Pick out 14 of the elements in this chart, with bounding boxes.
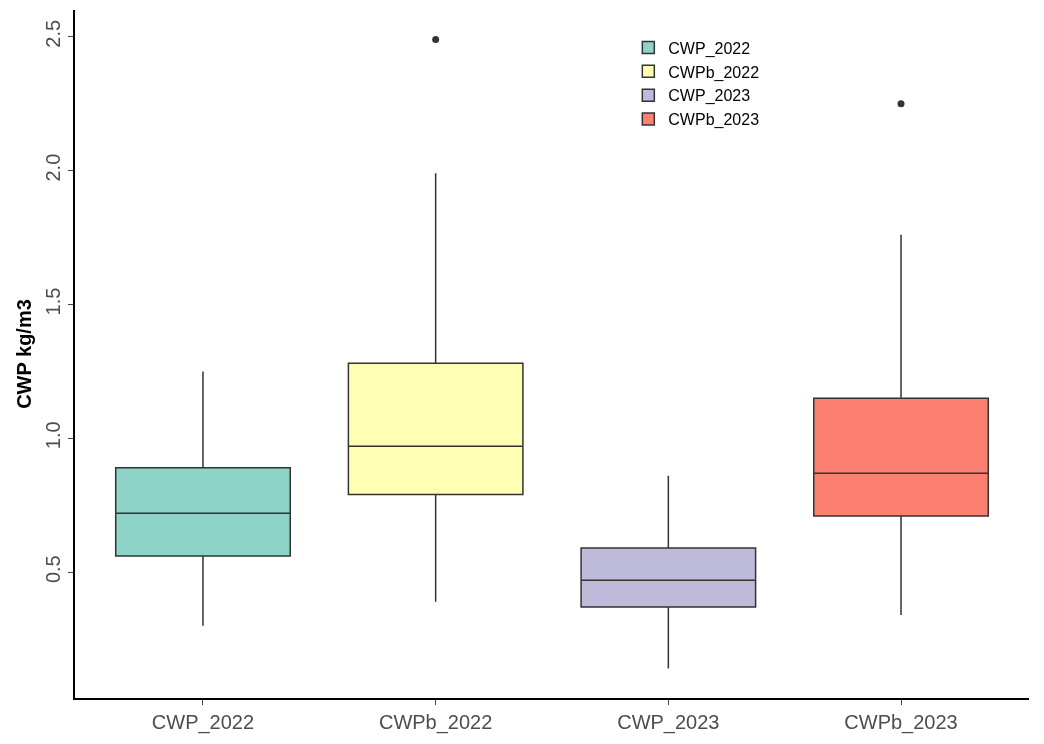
y-tick-label: 2.0 xyxy=(42,153,65,182)
y-tick-label: 0.5 xyxy=(42,555,65,584)
x-tick-label: CWPb_2022 xyxy=(378,710,493,734)
x-tick-label: CWP_2023 xyxy=(617,710,720,734)
y-tick-label: 1.5 xyxy=(42,287,65,316)
legend-label: CWP_2022 xyxy=(668,39,751,58)
x-tick-label: CWPb_2023 xyxy=(844,710,958,734)
y-axis-title: CWP kg/m3 xyxy=(13,299,36,409)
x-tick-label: CWP_2022 xyxy=(151,710,255,734)
legend-label: CWPb_2022 xyxy=(668,63,760,82)
y-tick-label: 2.5 xyxy=(42,19,65,48)
legend-label: CWP_2023 xyxy=(668,87,751,106)
y-tick-label: 1.0 xyxy=(42,421,65,450)
legend-label: CWPb_2023 xyxy=(668,111,760,130)
